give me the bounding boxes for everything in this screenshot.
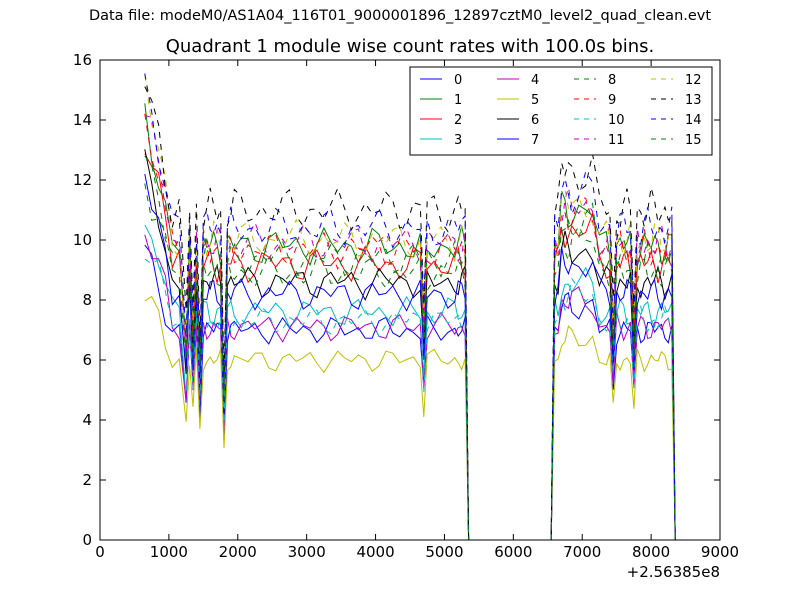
axis-ticks-group: 0 1000 2000 3000 4000 5000 6000 7000 8000 9000 0 2 4… [73,51,739,561]
x-tick-label: 0 [95,543,105,561]
series-lines-group [144,73,676,541]
series-line-9 [144,113,676,541]
series-line-14 [144,73,676,541]
x-tick-label: 5000 [425,543,463,561]
legend-label: 3 [454,133,462,148]
y-tick-label: 6 [82,351,92,369]
series-line-4 [144,234,676,541]
legend-label: 9 [608,93,616,108]
legend-label: 6 [531,113,539,128]
y-tick-label: 2 [82,471,92,489]
legend-label: 2 [454,113,462,128]
legend-label: 14 [685,113,702,128]
x-tick-label: 6000 [494,543,532,561]
legend-label: 5 [531,93,539,108]
legend-label: 15 [685,133,702,148]
series-line-8 [144,155,676,541]
series-line-13 [144,86,676,541]
y-tick-label: 4 [82,411,92,429]
chart-supertitle: Data file: modeM0/AS1A04_116T01_90000018… [88,8,712,24]
x-tick-label: 1000 [150,543,188,561]
x-tick-label: 3000 [288,543,326,561]
x-axis-offset-label: +2.56385e8 [627,563,720,581]
series-line-7 [144,173,676,541]
legend-label: 11 [608,133,625,148]
series-line-1 [144,103,676,541]
legend-label: 4 [531,73,539,88]
y-tick-label: 14 [73,111,92,129]
legend-label: 13 [685,93,702,108]
series-line-3 [144,224,676,541]
legend-label: 0 [454,73,462,88]
y-tick-label: 12 [73,171,92,189]
y-tick-label: 10 [73,231,92,249]
series-line-10 [144,258,676,541]
y-tick-label: 8 [82,291,92,309]
series-line-5 [144,295,676,541]
legend-label: 7 [531,133,539,148]
legend-label: 1 [454,93,462,108]
x-tick-label: 8000 [632,543,670,561]
chart-title: Quadrant 1 module wise count rates with … [165,36,655,57]
series-line-2 [144,153,676,541]
x-tick-label: 2000 [219,543,257,561]
x-tick-label: 7000 [563,543,601,561]
y-tick-label: 0 [82,531,92,549]
legend-box [409,66,713,156]
legend-label: 8 [608,73,616,88]
legend-label: 12 [685,73,702,88]
series-line-15 [144,183,676,541]
x-tick-label: 4000 [356,543,394,561]
y-tick-label: 16 [73,51,92,69]
x-tick-label: 9000 [701,543,739,561]
legend-label: 10 [608,113,625,128]
series-line-11 [144,114,676,541]
